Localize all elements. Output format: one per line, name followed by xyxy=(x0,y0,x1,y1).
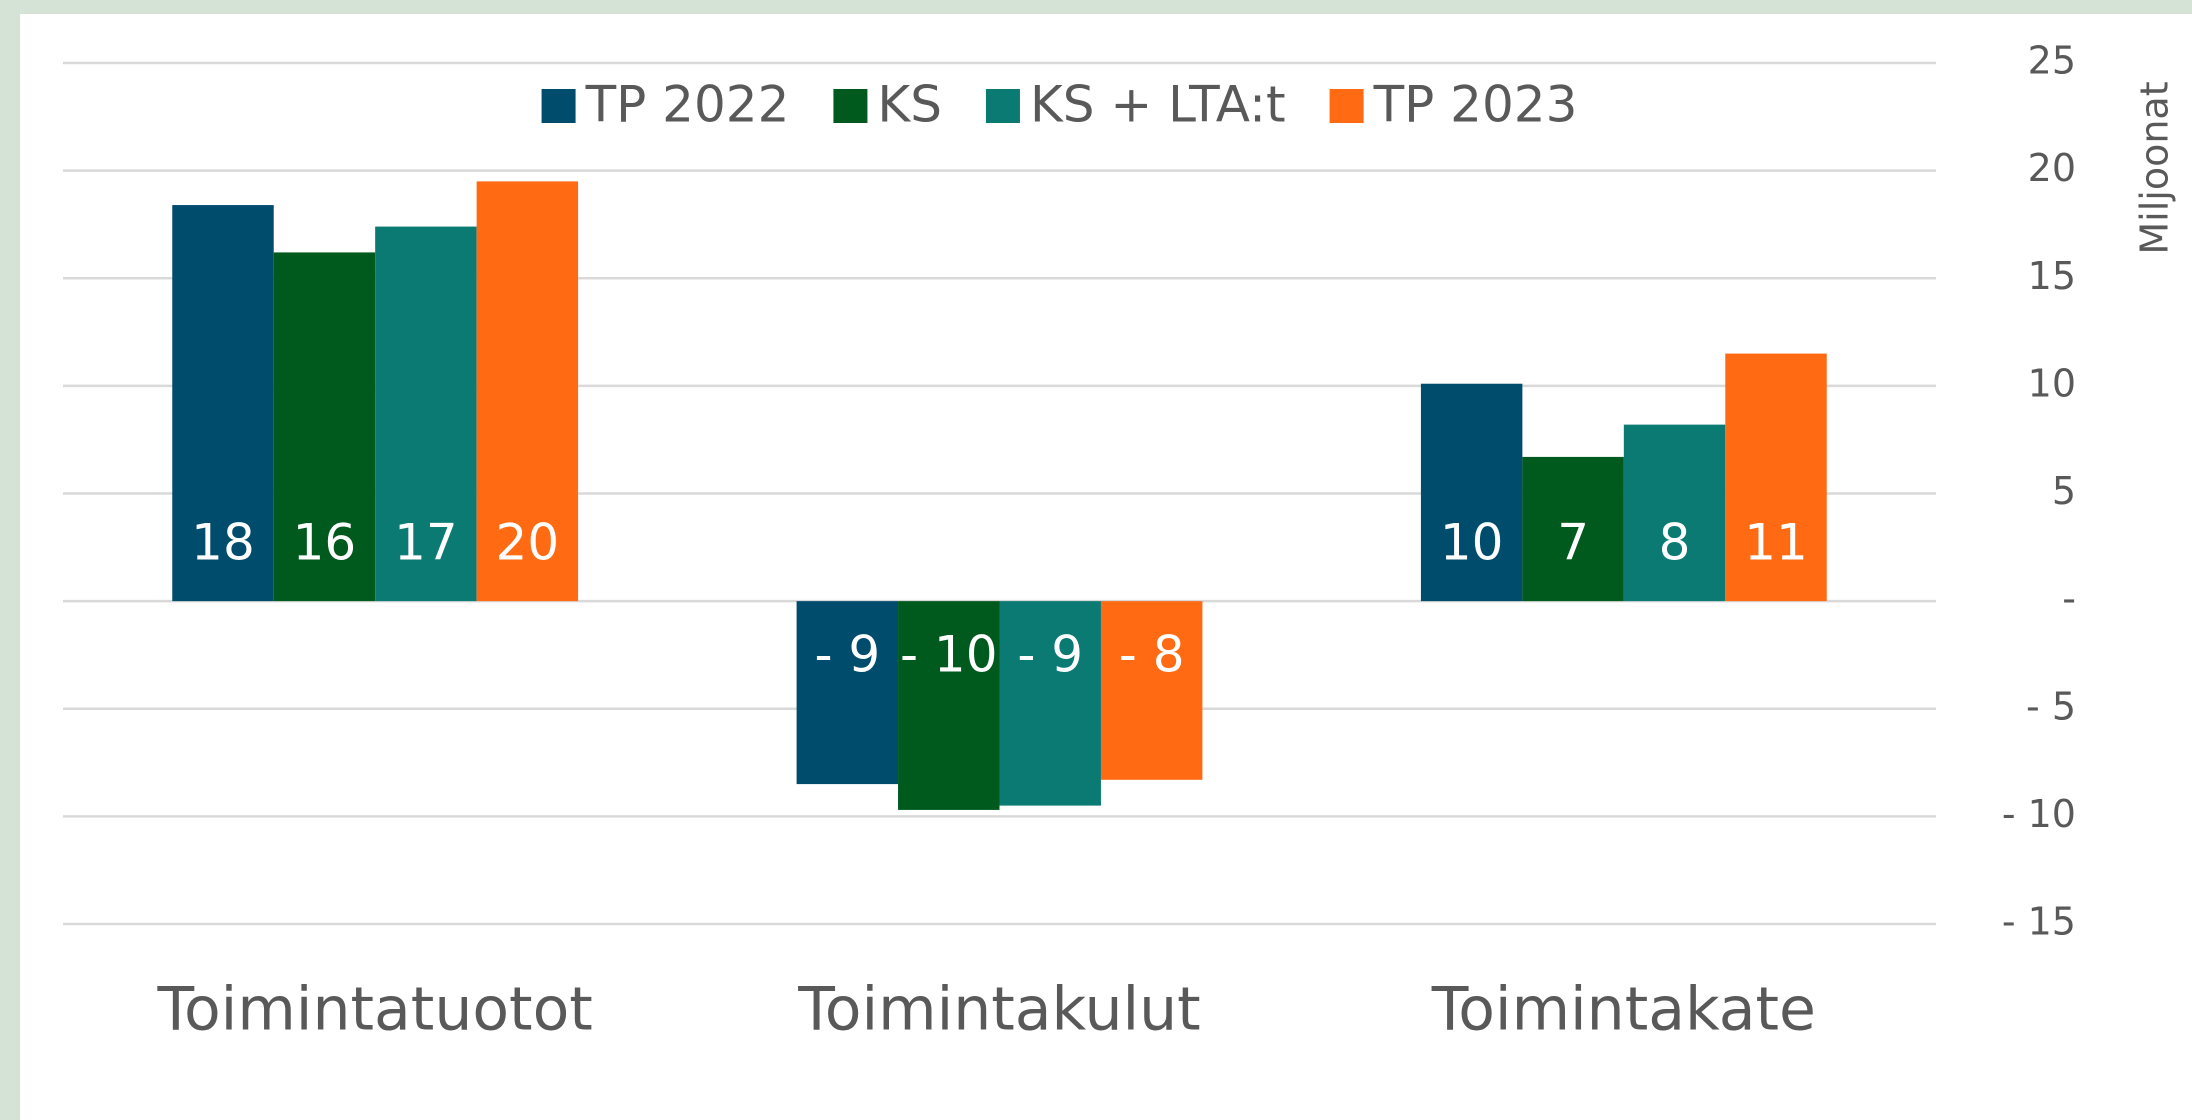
y-tick-label: 20 xyxy=(2028,146,2076,190)
y-tick-label: 10 xyxy=(2028,361,2076,405)
y-tick-label: - xyxy=(2062,577,2076,621)
y-tick-label: 15 xyxy=(2028,254,2076,298)
bar xyxy=(1522,456,1624,602)
data-label: 10 xyxy=(1440,514,1504,572)
bar xyxy=(796,601,899,785)
y-axis-label: Miljoonat xyxy=(2133,81,2177,254)
legend-label: TP 2022 xyxy=(585,76,790,134)
data-label: 11 xyxy=(1744,514,1808,572)
bar xyxy=(1725,353,1827,602)
data-label: 7 xyxy=(1557,514,1589,572)
x-tick-label: Toimintakulut xyxy=(797,975,1200,1045)
bar xyxy=(898,601,1000,810)
data-label: - 9 xyxy=(1017,626,1083,684)
legend-swatch xyxy=(1329,89,1364,123)
data-label: 20 xyxy=(496,514,560,572)
legend-swatch xyxy=(541,89,576,123)
legend-label: KS xyxy=(877,76,942,134)
legend-swatch xyxy=(985,89,1020,123)
bar xyxy=(1420,383,1523,602)
data-label: 16 xyxy=(293,514,357,572)
data-label: - 8 xyxy=(1119,626,1185,684)
bar xyxy=(999,601,1101,806)
y-tick-label: - 15 xyxy=(2002,900,2076,944)
data-label: - 10 xyxy=(900,626,998,684)
bar xyxy=(476,181,579,602)
legend-label: TP 2023 xyxy=(1373,76,1578,134)
x-tick-label: Toimintakate xyxy=(1431,975,1816,1045)
y-tick-label: 5 xyxy=(2052,469,2076,513)
bar xyxy=(1100,601,1203,780)
bar xyxy=(172,205,274,602)
legend-swatch xyxy=(833,89,868,123)
x-tick-label: Toimintatuotot xyxy=(157,975,593,1045)
data-label: 8 xyxy=(1659,514,1691,572)
y-tick-label: - 10 xyxy=(2002,792,2076,836)
legend-label: KS + LTA:t xyxy=(1030,76,1286,134)
bar xyxy=(273,252,376,602)
data-label: 17 xyxy=(394,514,458,572)
data-label: 18 xyxy=(191,514,255,572)
y-tick-label: 25 xyxy=(2028,39,2076,83)
y-tick-label: - 5 xyxy=(2026,684,2076,728)
data-label: - 9 xyxy=(814,626,880,684)
bar xyxy=(375,226,477,602)
bar xyxy=(1623,424,1726,602)
